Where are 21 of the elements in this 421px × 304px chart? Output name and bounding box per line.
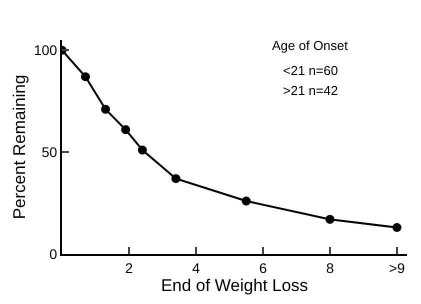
- point: [80, 72, 90, 82]
- point: [121, 125, 130, 134]
- x-tick-label: 2: [125, 260, 134, 276]
- point: [392, 223, 402, 232]
- x-axis-title: End of Weight Loss: [160, 276, 308, 295]
- annotation: <21 n=60: [283, 63, 338, 78]
- annotation: Age of Onset: [272, 38, 348, 53]
- point: [101, 104, 110, 114]
- y-tick-label: 100: [34, 42, 58, 58]
- point: [138, 146, 147, 155]
- y-tick-label: 0: [49, 246, 58, 262]
- x-tick-label: 6: [259, 260, 268, 276]
- y-tick-label: 50: [42, 144, 58, 160]
- y-axis-title: Percent Remaining: [10, 74, 29, 220]
- x-tick-label: 8: [326, 260, 334, 276]
- annotation: >21 n=42: [283, 83, 338, 98]
- x-tick-label: 4: [192, 260, 200, 276]
- point: [325, 214, 334, 224]
- point: [171, 174, 180, 184]
- point: [242, 196, 251, 206]
- x-tick-label: >9: [388, 260, 406, 276]
